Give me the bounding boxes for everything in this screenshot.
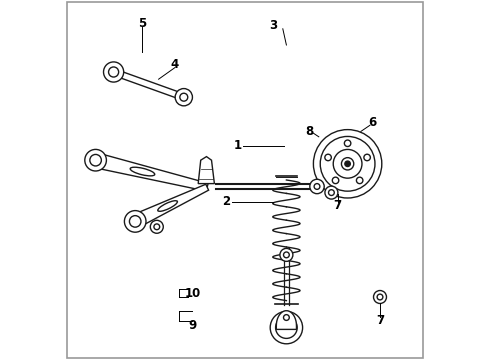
Circle shape xyxy=(344,140,351,147)
Circle shape xyxy=(328,190,334,195)
Circle shape xyxy=(320,136,375,191)
Circle shape xyxy=(310,179,324,194)
Circle shape xyxy=(377,294,383,300)
Polygon shape xyxy=(94,153,208,191)
Circle shape xyxy=(325,154,331,161)
Ellipse shape xyxy=(130,167,155,176)
Text: 3: 3 xyxy=(269,19,277,32)
Text: 7: 7 xyxy=(376,314,384,327)
Circle shape xyxy=(284,252,289,258)
Circle shape xyxy=(284,315,289,320)
Circle shape xyxy=(364,154,370,161)
Polygon shape xyxy=(132,184,209,228)
Circle shape xyxy=(103,62,123,82)
Text: 7: 7 xyxy=(334,199,342,212)
Circle shape xyxy=(90,154,101,166)
Text: 4: 4 xyxy=(171,58,179,71)
Circle shape xyxy=(124,211,146,232)
Text: 5: 5 xyxy=(138,17,147,30)
Polygon shape xyxy=(276,311,296,329)
Circle shape xyxy=(333,149,362,178)
Circle shape xyxy=(175,89,193,106)
Text: 2: 2 xyxy=(222,195,230,208)
Text: 6: 6 xyxy=(368,116,377,129)
Circle shape xyxy=(314,184,320,189)
Circle shape xyxy=(154,224,160,230)
Circle shape xyxy=(129,216,141,227)
Circle shape xyxy=(332,177,339,184)
Circle shape xyxy=(275,317,297,338)
Circle shape xyxy=(130,217,140,226)
Circle shape xyxy=(180,93,188,101)
Polygon shape xyxy=(113,69,185,100)
Circle shape xyxy=(150,220,163,233)
Circle shape xyxy=(345,161,350,167)
Ellipse shape xyxy=(158,201,177,211)
Text: 1: 1 xyxy=(234,139,242,152)
Circle shape xyxy=(325,186,338,199)
Circle shape xyxy=(356,177,363,184)
Circle shape xyxy=(109,67,119,77)
Polygon shape xyxy=(198,157,215,184)
Circle shape xyxy=(342,158,354,170)
Circle shape xyxy=(126,212,145,231)
Circle shape xyxy=(373,291,387,303)
Text: 9: 9 xyxy=(189,319,197,332)
Circle shape xyxy=(314,130,382,198)
Circle shape xyxy=(280,248,293,261)
Circle shape xyxy=(270,311,303,344)
Text: 10: 10 xyxy=(185,287,201,300)
Circle shape xyxy=(85,149,106,171)
Text: 8: 8 xyxy=(306,125,314,138)
